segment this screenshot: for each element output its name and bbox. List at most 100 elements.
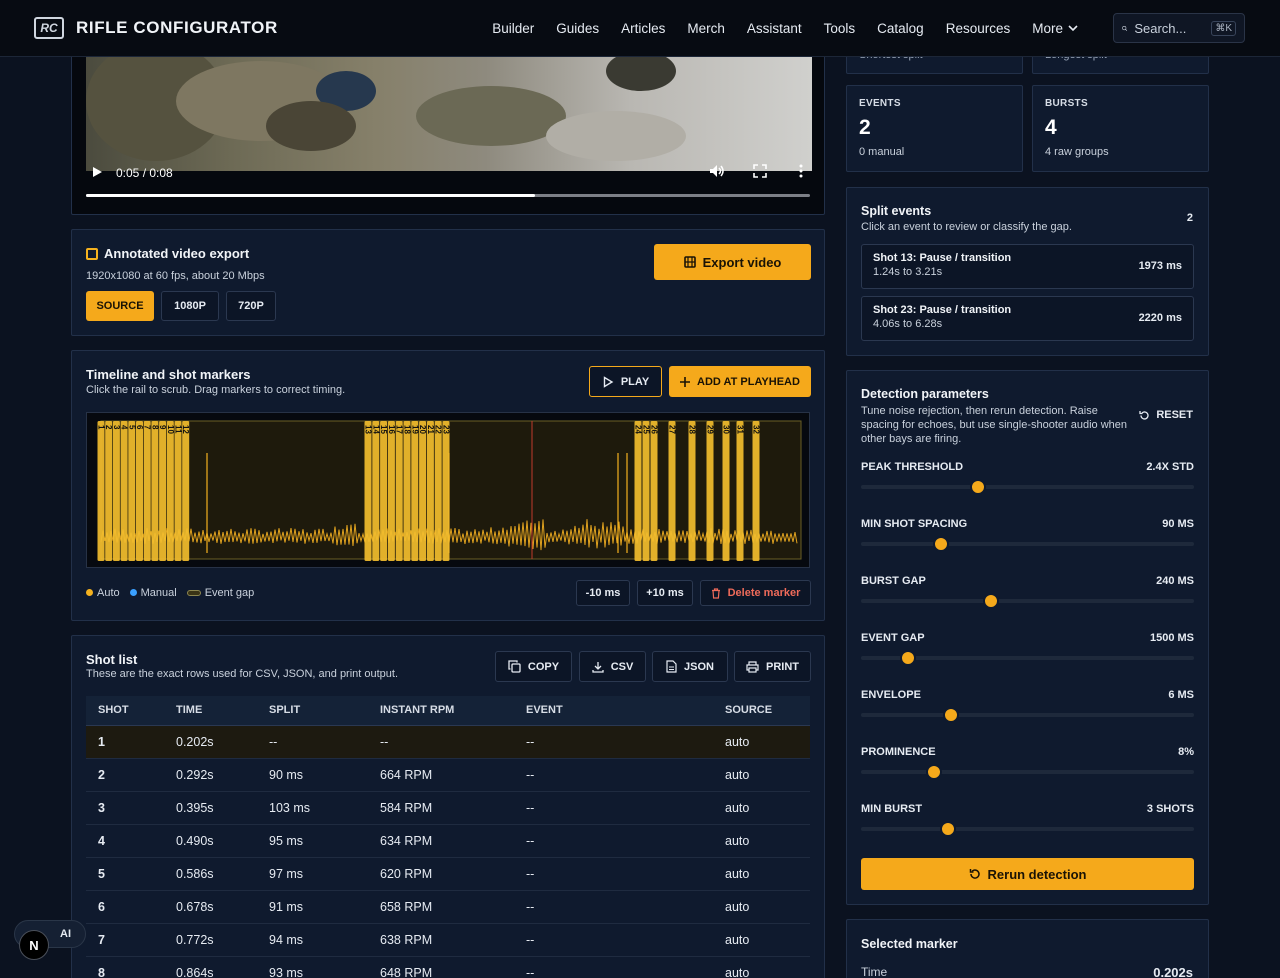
video-progress-bar[interactable] — [86, 194, 810, 197]
shot-marker-bar[interactable] — [128, 421, 136, 561]
shot-marker[interactable]: 12 — [181, 421, 190, 561]
export-video-button[interactable]: Export video — [654, 244, 811, 280]
shot-marker-bar[interactable] — [736, 421, 744, 561]
shot-marker[interactable]: 9 — [158, 421, 167, 561]
slider-thumb[interactable] — [899, 650, 916, 666]
shot-marker-bar[interactable] — [380, 421, 388, 561]
shot-marker[interactable]: 14 — [371, 421, 380, 561]
column-header-shot[interactable]: SHOT — [86, 696, 164, 726]
shot-marker-bar[interactable] — [668, 421, 676, 561]
shot-marker[interactable]: 7 — [143, 421, 152, 561]
shot-marker-bar[interactable] — [97, 421, 105, 561]
shot-marker[interactable]: 18 — [403, 421, 412, 561]
shot-marker[interactable]: 21 — [426, 421, 435, 561]
shot-marker-bar[interactable] — [174, 421, 182, 561]
shot-marker-bar[interactable] — [419, 421, 427, 561]
table-row[interactable]: 6 0.678s 91 ms 658 RPM -- auto — [86, 890, 810, 924]
shot-marker[interactable]: 19 — [410, 421, 419, 561]
parameter-slider[interactable] — [861, 650, 1194, 666]
column-header-time[interactable]: TIME — [164, 696, 257, 726]
parameter-slider[interactable] — [861, 479, 1194, 495]
slider-thumb[interactable] — [982, 593, 999, 609]
csv-button[interactable]: CSV — [579, 651, 646, 682]
shot-marker[interactable]: 11 — [174, 421, 183, 561]
shot-marker-bar[interactable] — [403, 421, 411, 561]
shot-marker-bar[interactable] — [166, 421, 174, 561]
print-button[interactable]: PRINT — [734, 651, 811, 682]
shot-marker[interactable]: 32 — [752, 421, 761, 561]
shot-marker[interactable]: 27 — [668, 421, 677, 561]
add-at-playhead-button[interactable]: ADD AT PLAYHEAD — [669, 366, 811, 397]
n-badge[interactable]: N — [19, 930, 49, 960]
shot-marker-bar[interactable] — [136, 421, 143, 561]
shot-marker-bar[interactable] — [642, 421, 650, 561]
site-logo[interactable]: RC RIFLE CONFIGURATOR — [34, 17, 278, 39]
shot-marker-bar[interactable] — [372, 421, 380, 561]
table-row[interactable]: 5 0.586s 97 ms 620 RPM -- auto — [86, 857, 810, 891]
play-button[interactable]: PLAY — [589, 366, 662, 397]
shot-marker-bar[interactable] — [650, 421, 658, 561]
slider-thumb[interactable] — [942, 707, 959, 723]
parameter-slider[interactable] — [861, 707, 1194, 723]
nav-link-articles[interactable]: Articles — [621, 20, 666, 36]
shot-marker[interactable]: 3 — [112, 421, 121, 561]
shot-marker-bar[interactable] — [387, 421, 395, 561]
parameter-slider[interactable] — [861, 764, 1194, 780]
split-event-item[interactable]: Shot 23: Pause / transition 4.06s to 6.2… — [861, 296, 1194, 341]
shot-marker[interactable]: 4 — [120, 421, 129, 561]
shot-marker[interactable]: 26 — [650, 421, 659, 561]
search-box[interactable]: ⌘K — [1113, 13, 1245, 43]
column-header-instant-rpm[interactable]: INSTANT RPM — [368, 696, 514, 726]
shot-marker[interactable]: 31 — [736, 421, 745, 561]
nav-link-builder[interactable]: Builder — [492, 20, 535, 36]
shot-marker-bar[interactable] — [426, 421, 434, 561]
shot-marker-bar[interactable] — [120, 421, 128, 561]
resolution-720p-button[interactable]: 720P — [226, 291, 276, 321]
play-icon[interactable] — [90, 165, 104, 179]
video-player[interactable]: 0:05 / 0:08 — [71, 40, 825, 215]
parameter-slider[interactable] — [861, 593, 1194, 609]
shot-marker[interactable]: 25 — [642, 421, 651, 561]
shot-marker-bar[interactable] — [411, 421, 419, 561]
nav-link-merch[interactable]: Merch — [687, 20, 725, 36]
table-row[interactable]: 1 0.202s -- -- -- auto — [86, 725, 810, 759]
shot-marker[interactable]: 30 — [722, 421, 731, 561]
shot-marker-bar[interactable] — [395, 421, 403, 561]
split-event-item[interactable]: Shot 13: Pause / transition 1.24s to 3.2… — [861, 244, 1194, 289]
shot-marker[interactable]: 22 — [434, 421, 443, 561]
column-header-event[interactable]: EVENT — [514, 696, 713, 726]
slider-thumb[interactable] — [926, 764, 943, 780]
slider-thumb[interactable] — [939, 821, 956, 837]
copy-button[interactable]: COPY — [495, 651, 572, 682]
resolution-source-button[interactable]: SOURCE — [86, 291, 154, 321]
slider-thumb[interactable] — [932, 536, 949, 552]
shot-marker[interactable]: 17 — [395, 421, 404, 561]
shot-marker[interactable]: 16 — [387, 421, 396, 561]
shot-marker[interactable]: 20 — [418, 421, 427, 561]
shot-marker[interactable]: 8 — [150, 421, 159, 561]
more-vertical-icon[interactable] — [799, 164, 803, 178]
shot-marker[interactable]: 13 — [364, 421, 373, 561]
table-row[interactable]: 4 0.490s 95 ms 634 RPM -- auto — [86, 824, 810, 858]
parameter-slider[interactable] — [861, 536, 1194, 552]
shot-marker[interactable]: 15 — [379, 421, 388, 561]
shot-marker-bar[interactable] — [182, 421, 190, 561]
rerun-detection-button[interactable]: Rerun detection — [861, 858, 1194, 890]
reset-button[interactable]: RESET — [1139, 409, 1193, 421]
parameter-slider[interactable] — [861, 821, 1194, 837]
nav-link-more[interactable]: More — [1021, 21, 1089, 36]
shot-marker[interactable]: 10 — [166, 421, 175, 561]
shot-marker-bar[interactable] — [442, 421, 450, 561]
shot-marker[interactable]: 24 — [634, 421, 643, 561]
nav-link-assistant[interactable]: Assistant — [746, 20, 802, 36]
json-button[interactable]: JSON — [652, 651, 728, 682]
shot-marker-bar[interactable] — [688, 421, 696, 561]
shot-marker[interactable]: 23 — [442, 421, 451, 561]
fullscreen-icon[interactable] — [753, 164, 767, 178]
column-header-source[interactable]: SOURCE — [713, 696, 810, 726]
shot-marker-bar[interactable] — [151, 421, 159, 561]
shot-marker-bar[interactable] — [364, 421, 372, 561]
shot-marker-bar[interactable] — [722, 421, 730, 561]
shot-marker-bar[interactable] — [752, 421, 760, 561]
shot-marker[interactable]: 29 — [706, 421, 715, 561]
